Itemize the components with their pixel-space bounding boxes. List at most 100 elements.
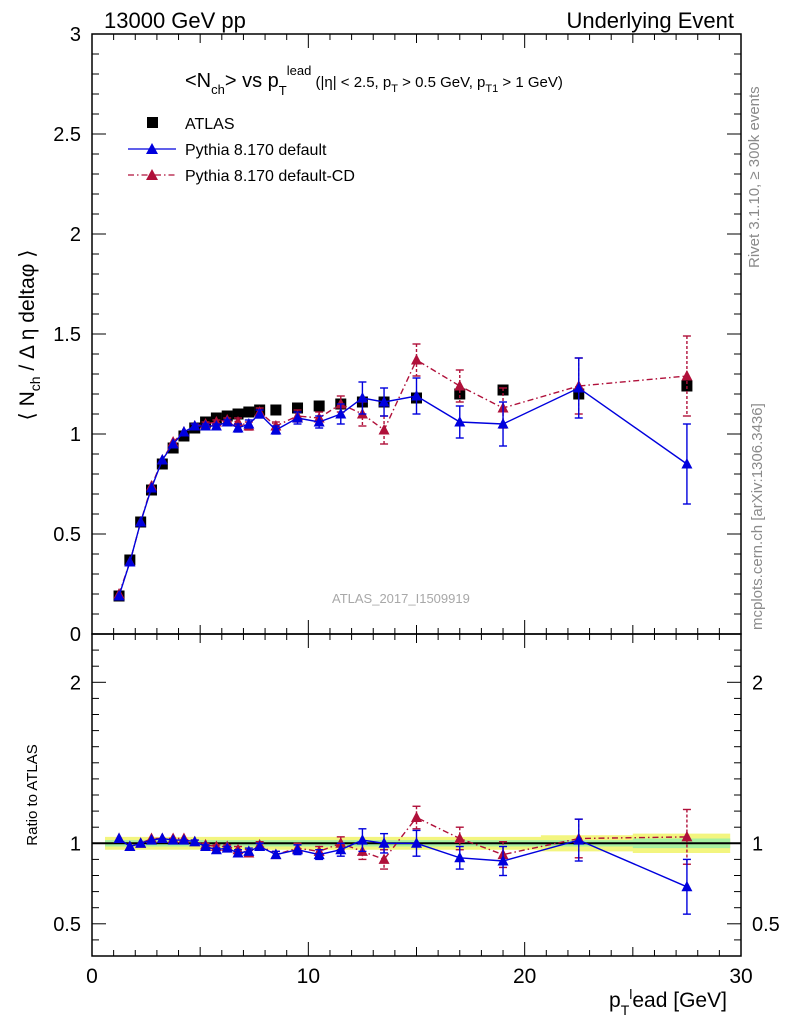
x-tick-label: 30: [729, 965, 752, 988]
default-main-point: [411, 390, 422, 401]
cd-ratio-point: [335, 837, 347, 848]
default-ratio-point: [254, 840, 266, 852]
default-main-point: [254, 408, 266, 419]
default-main-point: [270, 424, 282, 435]
ratio-y-tick-label: 1: [70, 833, 81, 855]
default-ratio-point: [497, 855, 509, 866]
atlas-point: [232, 408, 244, 420]
default-ratio-point: [411, 837, 422, 848]
legend-label-default: Pythia 8.170 default: [185, 142, 327, 159]
default-main-point: [221, 416, 233, 427]
atlas-point: [243, 406, 255, 418]
default-ratio-point: [178, 834, 190, 845]
default-ratio-point: [356, 834, 368, 845]
cd-ratio-point: [454, 832, 466, 843]
legend-marker-cd: [146, 169, 158, 180]
default-ratio-point: [335, 843, 347, 855]
main-y-tick-label: 3: [70, 24, 81, 46]
cd-main-line: [118, 358, 687, 595]
default-ratio-point: [243, 845, 255, 856]
x-axis-title: pTlead [GeV]: [609, 986, 727, 1018]
default-ratio-point: [189, 835, 201, 847]
x-tick-label: 20: [513, 965, 536, 988]
default-ratio-point: [270, 848, 282, 860]
main-y-tick-label: 0.5: [53, 524, 81, 546]
default-ratio-point: [313, 848, 325, 860]
default-ratio-point: [232, 846, 244, 858]
default-ratio-point: [221, 842, 233, 853]
cd-main-point: [454, 380, 466, 391]
legend-label-atlas: ATLAS: [185, 116, 235, 133]
default-main-point: [113, 590, 125, 601]
mcplots-label: mcplots.cern.ch [arXiv:1306.3436]: [749, 403, 766, 630]
x-tick-label: 0: [86, 965, 98, 988]
default-ratio-point: [210, 843, 222, 855]
cd-main-point: [411, 354, 422, 365]
ratio-y-tick-label-right: 0.5: [752, 914, 780, 936]
atlas-point: [292, 402, 304, 414]
default-main-point: [497, 418, 509, 429]
plot-title: <Nch> vs pTlead (|η| < 2.5, pT > 0.5 GeV…: [185, 63, 563, 98]
main-y-tick-label: 1: [70, 424, 81, 446]
default-main-point: [454, 416, 466, 427]
rivet-version-label: Rivet 3.1.10, ≥ 300k events: [746, 86, 763, 268]
default-main-point: [573, 382, 585, 393]
atlas-point: [313, 400, 325, 412]
ratio-y-tick-label: 0.5: [53, 914, 81, 936]
default-main-point: [156, 454, 168, 465]
default-main-point: [681, 458, 693, 469]
main-y-tick-label: 2: [70, 224, 81, 246]
default-main-point: [356, 392, 368, 403]
legend-label-cd: Pythia 8.170 default-CD: [185, 168, 355, 185]
default-main-point: [378, 396, 390, 407]
main-y-tick-label: 0: [70, 624, 81, 646]
header-left-label: 13000 GeV pp: [104, 8, 246, 33]
cd-ratio-point: [681, 830, 693, 842]
cd-main-point: [681, 370, 693, 381]
default-ratio-point: [145, 834, 157, 845]
main-y-axis-title: ⟨ Nch / Δ η deltaφ ⟩: [16, 250, 43, 421]
cd-ratio-point: [411, 811, 422, 823]
main-y-tick-label: 1.5: [53, 324, 81, 346]
ratio-y-tick-label-right: 1: [752, 833, 763, 855]
legend-marker-atlas: [147, 117, 158, 128]
default-main-point: [335, 408, 347, 419]
default-ratio-point: [135, 837, 147, 848]
cd-main-point: [378, 424, 390, 435]
default-ratio-point: [124, 840, 136, 852]
default-main-point: [135, 516, 147, 527]
ratio-plot-frame: [91, 633, 742, 957]
default-main-point: [243, 418, 255, 429]
default-main-point: [145, 482, 157, 493]
default-main-point: [178, 426, 190, 437]
default-ratio-point: [378, 837, 390, 848]
default-main-point: [210, 420, 222, 431]
cd-ratio-point: [378, 853, 390, 864]
default-ratio-point: [681, 880, 693, 892]
default-main-point: [167, 438, 179, 449]
legend-marker-default: [146, 143, 158, 154]
cd-main-point: [335, 398, 347, 409]
default-ratio-point: [454, 851, 466, 863]
default-ratio-point: [200, 840, 212, 852]
atlas-point: [270, 404, 282, 416]
default-ratio-point: [292, 843, 304, 855]
analysis-watermark: ATLAS_2017_I1509919: [332, 591, 470, 606]
default-ratio-point: [167, 834, 179, 845]
default-main-point: [189, 420, 201, 431]
default-main-point: [200, 420, 212, 431]
header-right-label: Underlying Event: [566, 8, 734, 33]
ratio-y-tick-label-right: 2: [752, 672, 763, 694]
default-ratio-point: [156, 832, 168, 843]
main-y-tick-label: 2.5: [53, 124, 81, 146]
default-main-point: [232, 422, 244, 433]
ratio-y-axis-title: Ratio to ATLAS: [24, 744, 41, 845]
ratio-y-tick-label: 2: [70, 672, 81, 694]
default-main-point: [124, 556, 136, 567]
default-ratio-point: [113, 832, 125, 843]
default-ratio-point: [573, 834, 585, 845]
default-main-point: [292, 412, 304, 423]
default-main-point: [313, 416, 325, 427]
x-tick-label: 10: [297, 965, 320, 988]
